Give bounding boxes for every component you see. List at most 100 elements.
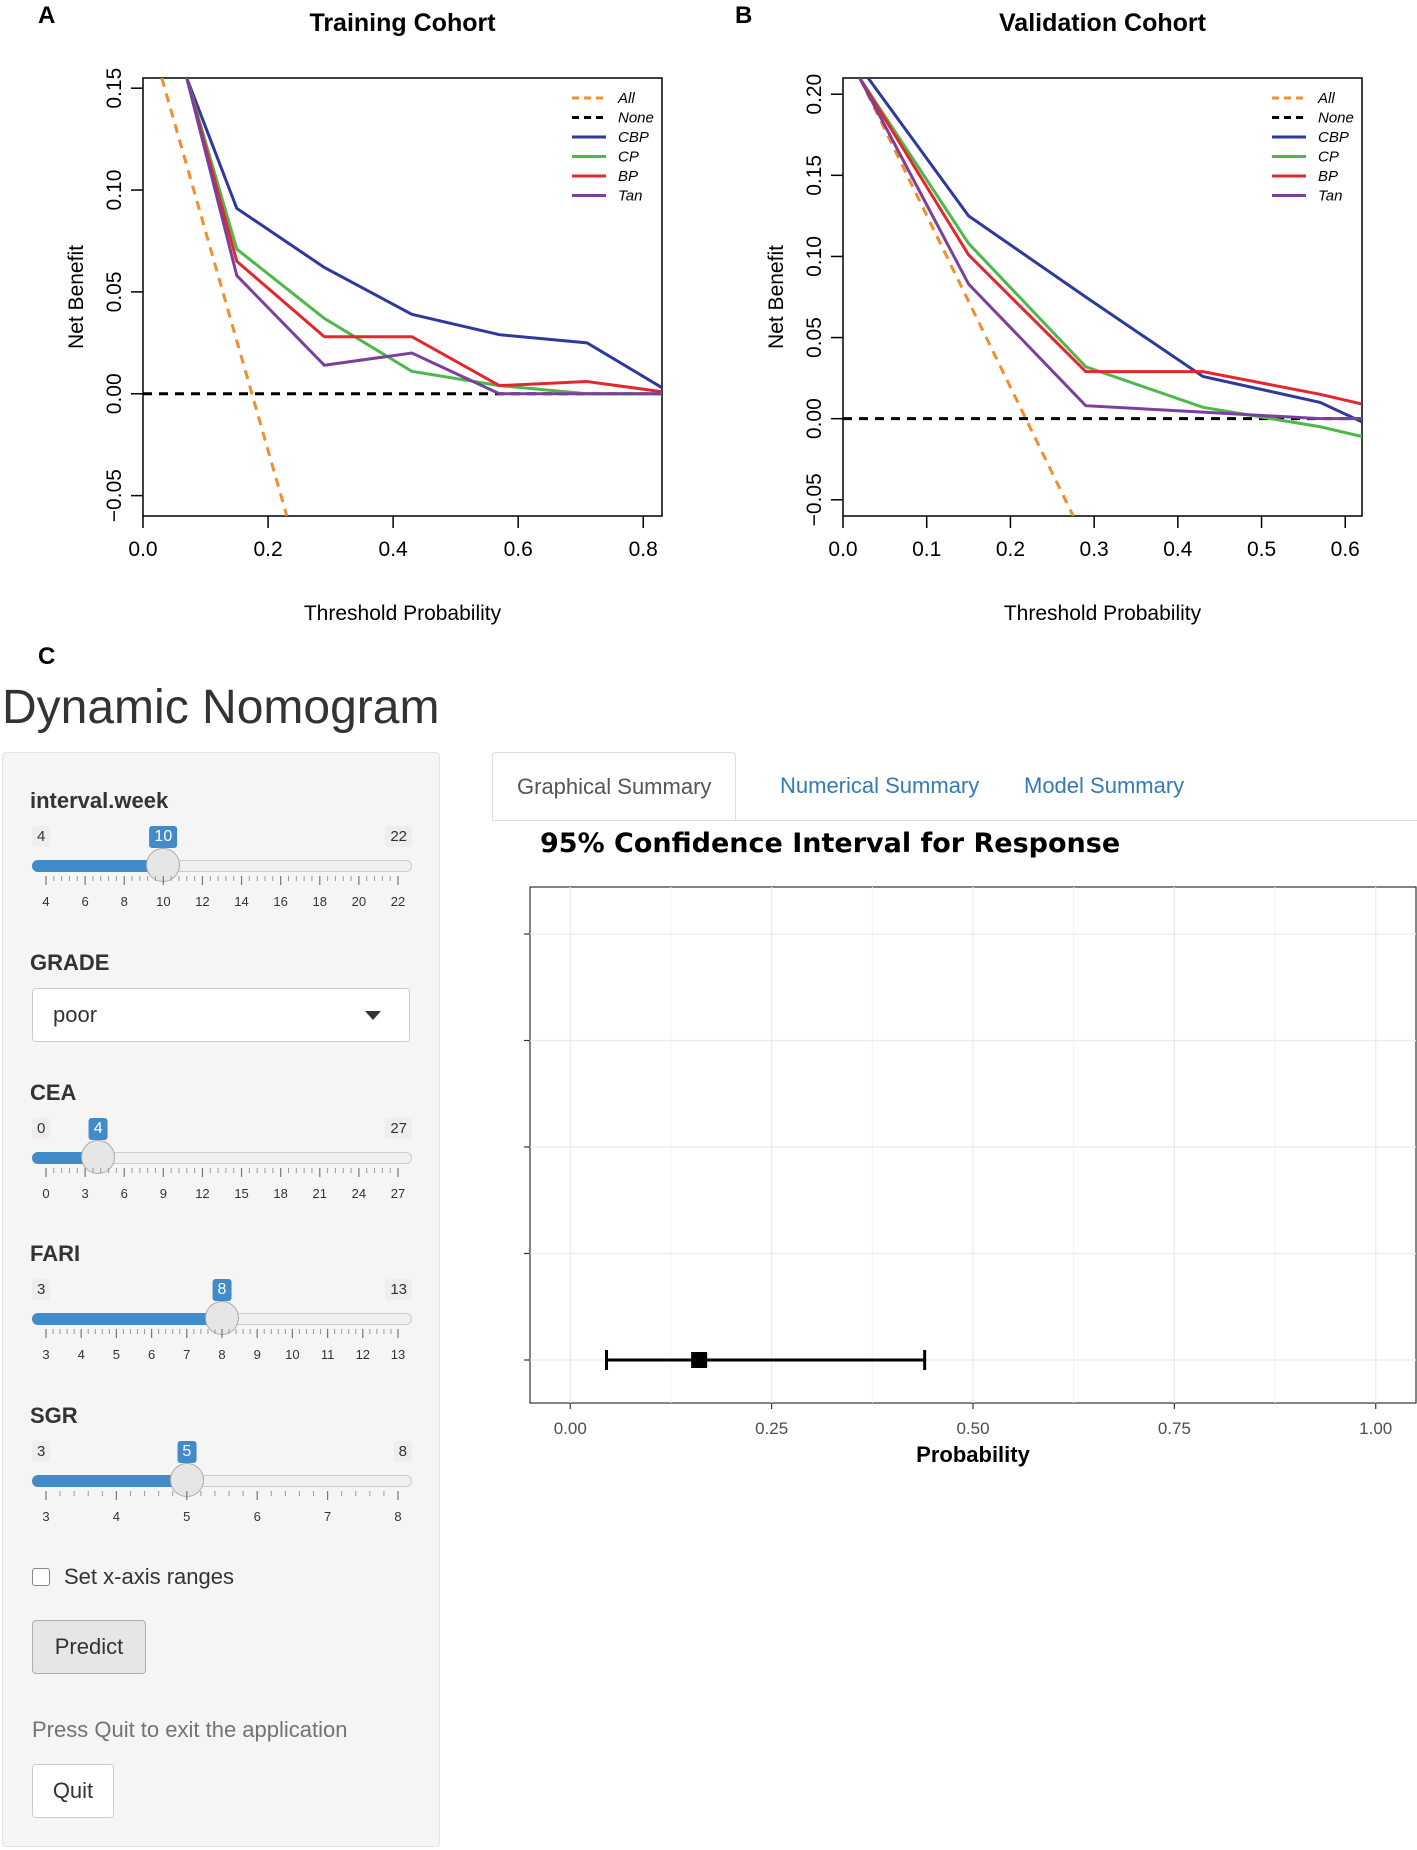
validation-legend-label-cp: CP [1318, 149, 1339, 166]
sgr-tick-label: 8 [394, 1509, 401, 1524]
cea-slider[interactable]: 0 27 4 0 3 6 9 12 15 18 21 24 27 [32, 1118, 412, 1208]
cea-tick-label: 18 [273, 1186, 287, 1201]
validation-series-cbp [866, 78, 1362, 424]
confidence-interval-chart: 0.00 0.25 0.50 0.75 1.00 Probability [524, 886, 1417, 1467]
ci-point-estimate [691, 1352, 708, 1368]
cea-tick-label: 24 [352, 1186, 366, 1201]
interval_week-tick-label: 6 [81, 894, 88, 909]
training-series-cbp [185, 78, 662, 389]
training-y-axis-label: Net Benefit [65, 245, 88, 349]
validation-x-tick-label: 0.3 [1080, 538, 1109, 561]
tab-graphical-summary[interactable]: Graphical Summary [492, 752, 737, 820]
interval_week-tick-label: 22 [391, 894, 405, 909]
sgr-tick-label: 6 [254, 1509, 261, 1524]
interval_week-tick-label: 12 [195, 894, 209, 909]
cea-tick-label: 21 [313, 1186, 327, 1201]
interval_week-min-label: 4 [32, 826, 51, 847]
validation-series-all [858, 78, 1075, 516]
validation-series-cp [858, 78, 1362, 438]
validation-y-axis-label: Net Benefit [765, 245, 788, 349]
set-x-axis-ranges-checkbox[interactable] [32, 1568, 50, 1586]
fari-tick-label: 13 [391, 1347, 405, 1362]
cea-max-label: 27 [385, 1118, 412, 1139]
sgr-value-label: 5 [177, 1441, 197, 1463]
fari-min-label: 3 [32, 1279, 51, 1300]
validation-legend-label-tan: Tan [1318, 188, 1342, 205]
grade-select[interactable]: poor [32, 988, 410, 1042]
fari-tick-label: 11 [321, 1347, 335, 1362]
validation-y-tick-label: 0.10 [803, 236, 826, 277]
cea-label: CEA [30, 1080, 77, 1105]
sgr-fill [32, 1475, 187, 1487]
validation-cohort-chart: Validation Cohort −0.05 0.00 0.05 0.10 0.15 0.… [765, 9, 1363, 625]
validation-x-axis-label: Threshold Probability [1004, 602, 1202, 625]
tab-model-summary[interactable]: Model Summary [1024, 773, 1185, 798]
fari-tick-label: 5 [113, 1347, 120, 1362]
app-title: Dynamic Nomogram [2, 681, 440, 734]
fari-fill [32, 1313, 222, 1325]
sgr-tick-label: 4 [113, 1509, 120, 1524]
sgr-slider[interactable]: 3 8 5 3 4 5 6 7 8 [32, 1441, 412, 1531]
validation-y-tick-label: −0.05 [803, 473, 826, 526]
training-y-tick-label: 0.00 [103, 373, 126, 414]
tab-bar: Graphical Summary Numerical Summary Mode… [492, 752, 1417, 821]
validation-y-tick-label: 0.05 [803, 317, 826, 358]
cea-tick-label: 12 [195, 1186, 209, 1201]
training-legend-label-none: None [618, 110, 654, 127]
validation-y-tick-label: 0.00 [803, 398, 826, 439]
cea-min-label: 0 [32, 1118, 51, 1139]
cea-tick-label: 27 [391, 1186, 405, 1201]
training-legend-label-all: All [617, 90, 635, 107]
help-text: Press Quit to exit the application [32, 1717, 348, 1742]
validation-x-tick-label: 0.4 [1163, 538, 1193, 561]
cea-tick-label: 3 [81, 1186, 88, 1201]
ci-x-tick-label: 0.50 [956, 1419, 989, 1438]
validation-legend-label-cbp: CBP [1318, 129, 1349, 146]
quit-button[interactable]: Quit [32, 1764, 114, 1818]
cea-tick-label: 9 [160, 1186, 167, 1201]
validation-legend-label-bp: BP [1318, 168, 1338, 185]
interval_week-fill [32, 860, 164, 872]
predict-button[interactable]: Predict [32, 1620, 146, 1674]
validation-title: Validation Cohort [999, 9, 1207, 37]
panel-letter-b: B [735, 2, 753, 29]
tab-numerical-summary[interactable]: Numerical Summary [780, 773, 980, 798]
training-series-tan [185, 78, 662, 396]
training-x-tick-label: 0.6 [504, 538, 533, 561]
fari-tick-label: 6 [148, 1347, 155, 1362]
fari-slider[interactable]: 3 13 8 3 4 5 6 7 8 9 10 11 12 13 [32, 1279, 412, 1369]
fari-value-label: 8 [212, 1279, 232, 1301]
fari-tick-label: 8 [218, 1347, 225, 1362]
sgr-tick-label: 3 [42, 1509, 49, 1524]
interval-week-label: interval.week [30, 788, 169, 813]
ci-x-tick-label: 0.00 [554, 1419, 587, 1438]
fari-tick-label: 3 [42, 1347, 49, 1362]
interval-week-slider[interactable]: 4 22 10 4 6 8 10 12 14 16 18 20 22 [32, 826, 412, 916]
interval_week-tick-label: 4 [42, 894, 49, 909]
interval_week-tick-label: 16 [273, 894, 287, 909]
set-x-axis-ranges-label[interactable]: Set x-axis ranges [64, 1564, 234, 1589]
cea-tick-label: 6 [121, 1186, 128, 1201]
training-x-tick-label: 0.4 [379, 538, 409, 561]
cea-handle[interactable] [81, 1140, 116, 1174]
training-title: Training Cohort [309, 9, 496, 37]
interval_week-tick-label: 18 [313, 894, 327, 909]
training-y-tick-label: 0.05 [103, 271, 126, 312]
ci-x-tick-label: 0.25 [755, 1419, 788, 1438]
training-legend-label-bp: BP [618, 168, 638, 185]
chevron-down-icon [365, 1011, 381, 1020]
validation-x-tick-label: 0.5 [1247, 538, 1276, 561]
panel-letter-a: A [38, 2, 56, 29]
training-x-axis-label: Threshold Probability [304, 602, 502, 625]
sgr-tick-label: 7 [324, 1509, 331, 1524]
validation-x-tick-label: 0.1 [912, 538, 941, 561]
validation-series-bp [858, 78, 1362, 406]
fari-tick-label: 7 [183, 1347, 190, 1362]
interval_week-max-label: 22 [385, 826, 412, 847]
cea-ticks: 0 3 6 9 12 15 18 21 24 27 [42, 1168, 405, 1201]
interval_week-tick-label: 10 [156, 894, 170, 909]
fari-tick-label: 10 [285, 1347, 299, 1362]
training-series-all [160, 78, 289, 516]
training-x-tick-label: 0.2 [253, 538, 282, 561]
training-y-tick-label: −0.05 [103, 469, 126, 522]
